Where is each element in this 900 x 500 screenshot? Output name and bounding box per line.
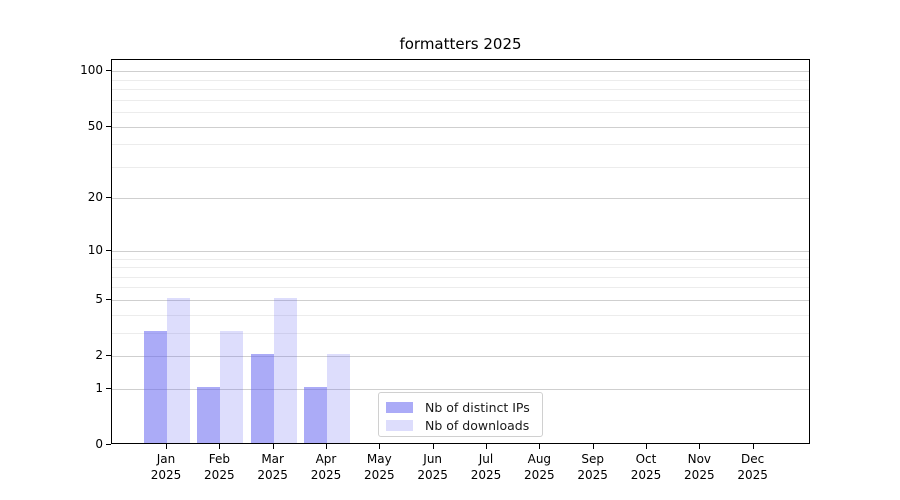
x-tick-mark-mar bbox=[272, 444, 274, 449]
y-tick-mark-0 bbox=[106, 444, 111, 445]
x-tick-mark-jun bbox=[432, 444, 434, 449]
x-tick-label-feb: Feb 2025 bbox=[204, 452, 235, 482]
bar-feb-distinct-ips bbox=[197, 386, 221, 443]
x-tick-mark-sep bbox=[592, 444, 594, 449]
gridline-major-20 bbox=[112, 198, 809, 200]
gridline-minor-8 bbox=[112, 267, 809, 269]
y-tick-label-1: 1 bbox=[95, 380, 103, 395]
bar-jan-distinct-ips bbox=[144, 330, 167, 443]
x-tick-mark-oct bbox=[645, 444, 647, 449]
x-tick-label-apr: Apr 2025 bbox=[310, 452, 342, 482]
y-tick-mark-50 bbox=[106, 125, 111, 127]
gridline-major-5 bbox=[112, 299, 809, 301]
x-tick-mark-feb bbox=[219, 444, 221, 449]
gridline-minor-70 bbox=[112, 99, 809, 101]
gridline-minor-40 bbox=[112, 144, 809, 146]
x-tick-label-may: May 2025 bbox=[364, 452, 395, 482]
gridline-major-1 bbox=[112, 388, 809, 390]
gridline-minor-60 bbox=[112, 112, 809, 114]
x-tick-label-aug: Aug 2025 bbox=[524, 452, 555, 482]
y-tick-label-5: 5 bbox=[95, 291, 103, 306]
x-tick-mark-dec bbox=[752, 444, 754, 449]
x-tick-label-oct: Oct 2025 bbox=[630, 452, 662, 482]
x-tick-mark-jul bbox=[485, 444, 487, 449]
legend-label-distinct-ips: Nb of distinct IPs bbox=[425, 399, 530, 415]
x-tick-label-jun: Jun 2025 bbox=[417, 452, 448, 482]
y-tick-label-20: 20 bbox=[87, 190, 103, 205]
y-tick-label-0: 0 bbox=[95, 437, 103, 451]
bar-apr-distinct-ips bbox=[303, 386, 327, 443]
gridline-minor-4 bbox=[112, 314, 809, 316]
x-tick-mark-may bbox=[379, 444, 381, 449]
x-tick-label-jul: Jul 2025 bbox=[470, 452, 502, 482]
y-tick-mark-2 bbox=[106, 355, 111, 357]
bar-mar-distinct-ips bbox=[250, 354, 274, 443]
x-tick-mark-aug bbox=[539, 444, 541, 449]
x-tick-label-nov: Nov 2025 bbox=[684, 452, 715, 482]
x-tick-mark-jan bbox=[166, 444, 167, 449]
y-tick-mark-10 bbox=[106, 249, 111, 251]
gridline-minor-6 bbox=[112, 287, 809, 289]
gridline-minor-7 bbox=[112, 276, 809, 278]
y-tick-mark-5 bbox=[106, 298, 111, 300]
legend-swatch-distinct-ips-icon bbox=[386, 401, 413, 413]
y-tick-mark-20 bbox=[106, 197, 111, 199]
gridline-minor-90 bbox=[112, 79, 809, 81]
y-tick-label-100: 100 bbox=[80, 63, 103, 78]
legend-swatch-downloads-icon bbox=[386, 419, 413, 431]
legend-item-downloads: Nb of downloads bbox=[386, 416, 542, 434]
x-tick-mark-nov bbox=[699, 444, 701, 449]
x-tick-label-sep: Sep 2025 bbox=[577, 452, 608, 482]
x-tick-label-jan: Jan 2025 bbox=[150, 452, 182, 482]
chart-title: formatters 2025 bbox=[399, 35, 522, 53]
y-tick-mark-1 bbox=[106, 387, 111, 389]
gridline-major-100 bbox=[112, 71, 809, 73]
legend-label-downloads: Nb of downloads bbox=[425, 417, 530, 433]
gridline-minor-3 bbox=[112, 332, 809, 334]
y-tick-label-2: 2 bbox=[95, 348, 103, 363]
gridline-major-2 bbox=[112, 356, 809, 358]
plot-area bbox=[111, 59, 810, 444]
bar-jan-downloads bbox=[167, 297, 190, 443]
y-tick-label-10: 10 bbox=[87, 242, 103, 257]
y-tick-mark-100 bbox=[106, 70, 111, 72]
x-tick-label-mar: Mar 2025 bbox=[257, 452, 288, 482]
legend-item-distinct-ips: Nb of distinct IPs bbox=[386, 398, 542, 416]
gridline-minor-9 bbox=[112, 258, 809, 260]
legend: Nb of distinct IPs Nb of downloads bbox=[378, 392, 543, 437]
gridline-minor-30 bbox=[112, 166, 809, 168]
bar-mar-downloads bbox=[273, 297, 297, 443]
x-tick-mark-apr bbox=[325, 444, 327, 449]
x-tick-label-dec: Dec 2025 bbox=[737, 452, 768, 482]
bar-apr-downloads bbox=[326, 354, 350, 443]
bar-feb-downloads bbox=[220, 330, 244, 443]
gridline-major-10 bbox=[112, 250, 809, 252]
gridline-minor-80 bbox=[112, 89, 809, 91]
gridline-major-50 bbox=[112, 126, 809, 128]
y-tick-label-50: 50 bbox=[87, 118, 103, 133]
